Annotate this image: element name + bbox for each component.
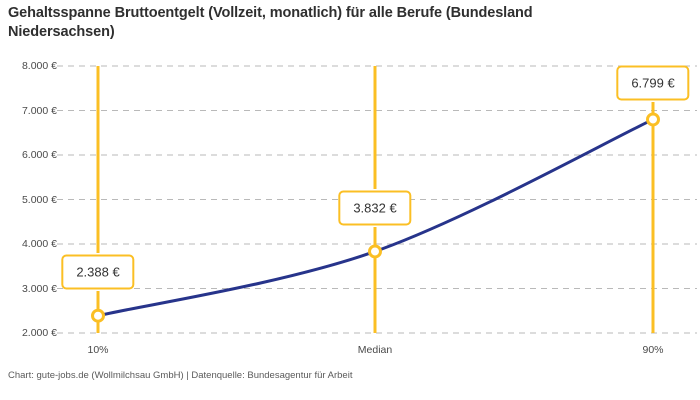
y-axis-tick-label: 7.000 € — [21, 104, 57, 117]
y-axis: 8.000 € 7.000 € 6.000 € 5.000 € 4.000 € 3.000… — [0, 0, 57, 400]
data-point-label: 6.799 € — [616, 65, 690, 101]
chart-source-note: Chart: gute-jobs.de (Wollmilchsau GmbH) … — [8, 370, 353, 381]
data-point-markers — [91, 112, 660, 323]
data-point-marker[interactable] — [646, 112, 660, 127]
x-axis-tick-label: 90% — [642, 344, 664, 356]
y-axis-tick-label: 3.000 € — [21, 282, 57, 295]
y-axis-tick-label: 4.000 € — [21, 238, 57, 250]
y-axis-tick-label: 5.000 € — [21, 193, 57, 206]
data-point-marker[interactable] — [91, 308, 105, 323]
chart-title: Gehaltsspanne Bruttoentgelt (Vollzeit, m… — [8, 5, 533, 41]
x-axis-tick-label: 10% — [87, 344, 109, 356]
y-axis-tick-label: 8.000 € — [21, 60, 57, 72]
data-point-marker[interactable] — [368, 244, 382, 259]
data-point-label: 3.832 € — [338, 190, 412, 226]
x-axis-tick-label: Median — [357, 344, 393, 356]
y-axis-tick-label: 6.000 € — [21, 149, 57, 161]
data-point-label: 2.388 € — [61, 254, 135, 290]
y-axis-tick-label: 2.000 € — [21, 327, 57, 339]
